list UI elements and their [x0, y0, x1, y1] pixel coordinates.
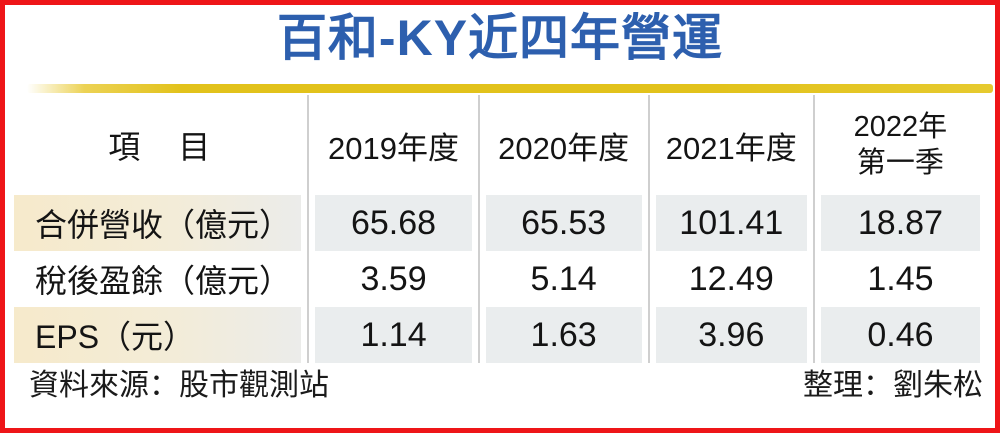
column-header-year: 2022年 第一季: [853, 110, 948, 179]
source-credit: 資料來源：股市觀測站: [29, 369, 329, 402]
row-label-cell: EPS（元）: [14, 307, 310, 363]
table-row: 稅後盈餘（億元） 3.59 5.14 12.49 1.45: [14, 251, 986, 307]
row-label: 合併營收（億元）: [35, 207, 292, 243]
value-cell: 1.45: [867, 259, 934, 298]
value-cell: 101.41: [650, 195, 815, 251]
value-cell: 5.14: [480, 251, 650, 307]
value-cell: 65.53: [480, 195, 650, 251]
column-header-item: 項 目: [14, 95, 310, 195]
row-label: 稅後盈餘（億元）: [35, 263, 292, 299]
table-header-row: 項 目 2019年度 2020年度 2021年度 2022年 第一季: [14, 95, 986, 195]
column-header-year: 2019年度: [309, 95, 480, 195]
editor-credit: 整理：劉朱松: [803, 369, 983, 402]
value-cell: 0.46: [815, 307, 986, 363]
column-header-year: 2020年度: [480, 95, 650, 195]
column-header-item-label: 項 目: [108, 129, 214, 165]
value-cell: 12.49: [650, 251, 815, 307]
value-cell: 3.59: [309, 251, 480, 307]
row-label-cell: 合併營收（億元）: [14, 195, 310, 251]
gold-divider-bar: [27, 84, 993, 93]
value-cell: 3.96: [650, 307, 815, 363]
column-header-year: 2021年度: [650, 95, 815, 195]
operations-table: 項 目 2019年度 2020年度 2021年度 2022年 第一季 合併營收（億元） 6…: [14, 95, 986, 363]
table-row: 合併營收（億元） 65.68 65.53 101.41 18.87: [14, 195, 986, 251]
row-label: EPS（元）: [35, 319, 196, 355]
table-row: EPS（元） 1.14 1.63 3.96 0.46: [14, 307, 986, 363]
page-title: 百和-KY近四年營運: [276, 10, 724, 66]
row-label-cell: 稅後盈餘（億元）: [14, 251, 310, 307]
value-cell: 65.68: [309, 195, 480, 251]
value-cell: 1.63: [480, 307, 650, 363]
value-cell: 18.87: [815, 195, 986, 251]
value-cell: 1.14: [309, 307, 480, 363]
footer: 資料來源：股市觀測站 整理：劉朱松: [29, 368, 983, 404]
